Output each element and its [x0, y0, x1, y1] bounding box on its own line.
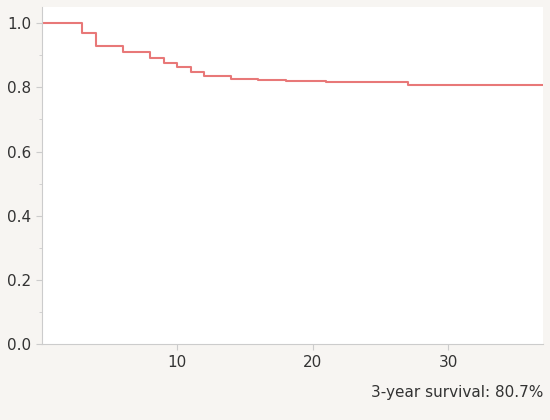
Text: 3-year survival: 80.7%: 3-year survival: 80.7% [371, 385, 543, 400]
